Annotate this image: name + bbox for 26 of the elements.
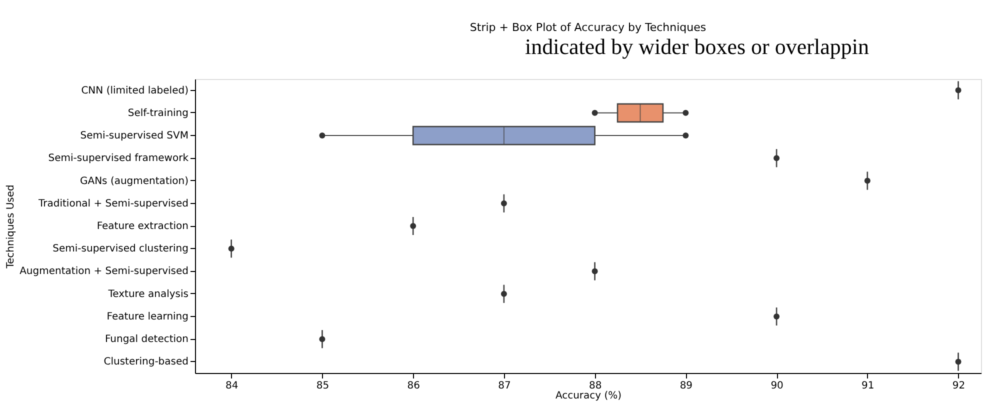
x-tick-label: 85 (316, 380, 330, 392)
x-tick-label: 84 (225, 380, 238, 392)
y-tick-label: Feature learning (106, 311, 188, 322)
x-tick-label: 90 (770, 380, 784, 392)
y-tick-label: Semi-supervised SVM (80, 130, 188, 142)
y-tick-label: Semi-supervised clustering (52, 244, 188, 255)
x-axis-title: Accuracy (%) (555, 390, 622, 402)
x-tick-label: 92 (952, 380, 966, 392)
chart-title: Strip + Box Plot of Accuracy by Techniques (470, 21, 706, 34)
text: indicated by wider boxes or overlappin (525, 34, 869, 59)
x-tick-label: 87 (498, 380, 511, 392)
x-tick-label: 89 (680, 380, 693, 392)
y-tick-label: CNN (limited labeled) (81, 85, 189, 96)
y-tick-label: GANs (augmentation) (80, 176, 189, 187)
x-tick-label: 86 (407, 380, 420, 392)
y-tick-label: Self-training (128, 108, 188, 119)
y-tick-label: Semi-supervised framework (48, 153, 189, 164)
y-tick-label: Augmentation + Semi-supervised (20, 266, 188, 278)
y-tick-label: Texture analysis (107, 288, 188, 300)
y-tick-label: Fungal detection (104, 334, 188, 346)
y-tick-label: Traditional + Semi-supervised (38, 198, 188, 210)
y-tick-label: Feature extraction (96, 221, 188, 232)
x-tick-label: 91 (862, 380, 874, 392)
y-tick-label: Clustering-based (104, 356, 188, 368)
x-tick-label: 88 (588, 380, 602, 392)
y-axis-title: Techniques Used (6, 184, 17, 270)
